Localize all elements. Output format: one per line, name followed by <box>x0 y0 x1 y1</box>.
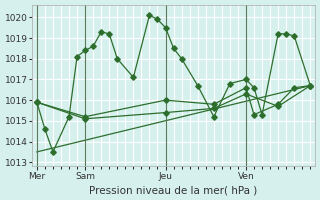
X-axis label: Pression niveau de la mer( hPa ): Pression niveau de la mer( hPa ) <box>90 185 258 195</box>
